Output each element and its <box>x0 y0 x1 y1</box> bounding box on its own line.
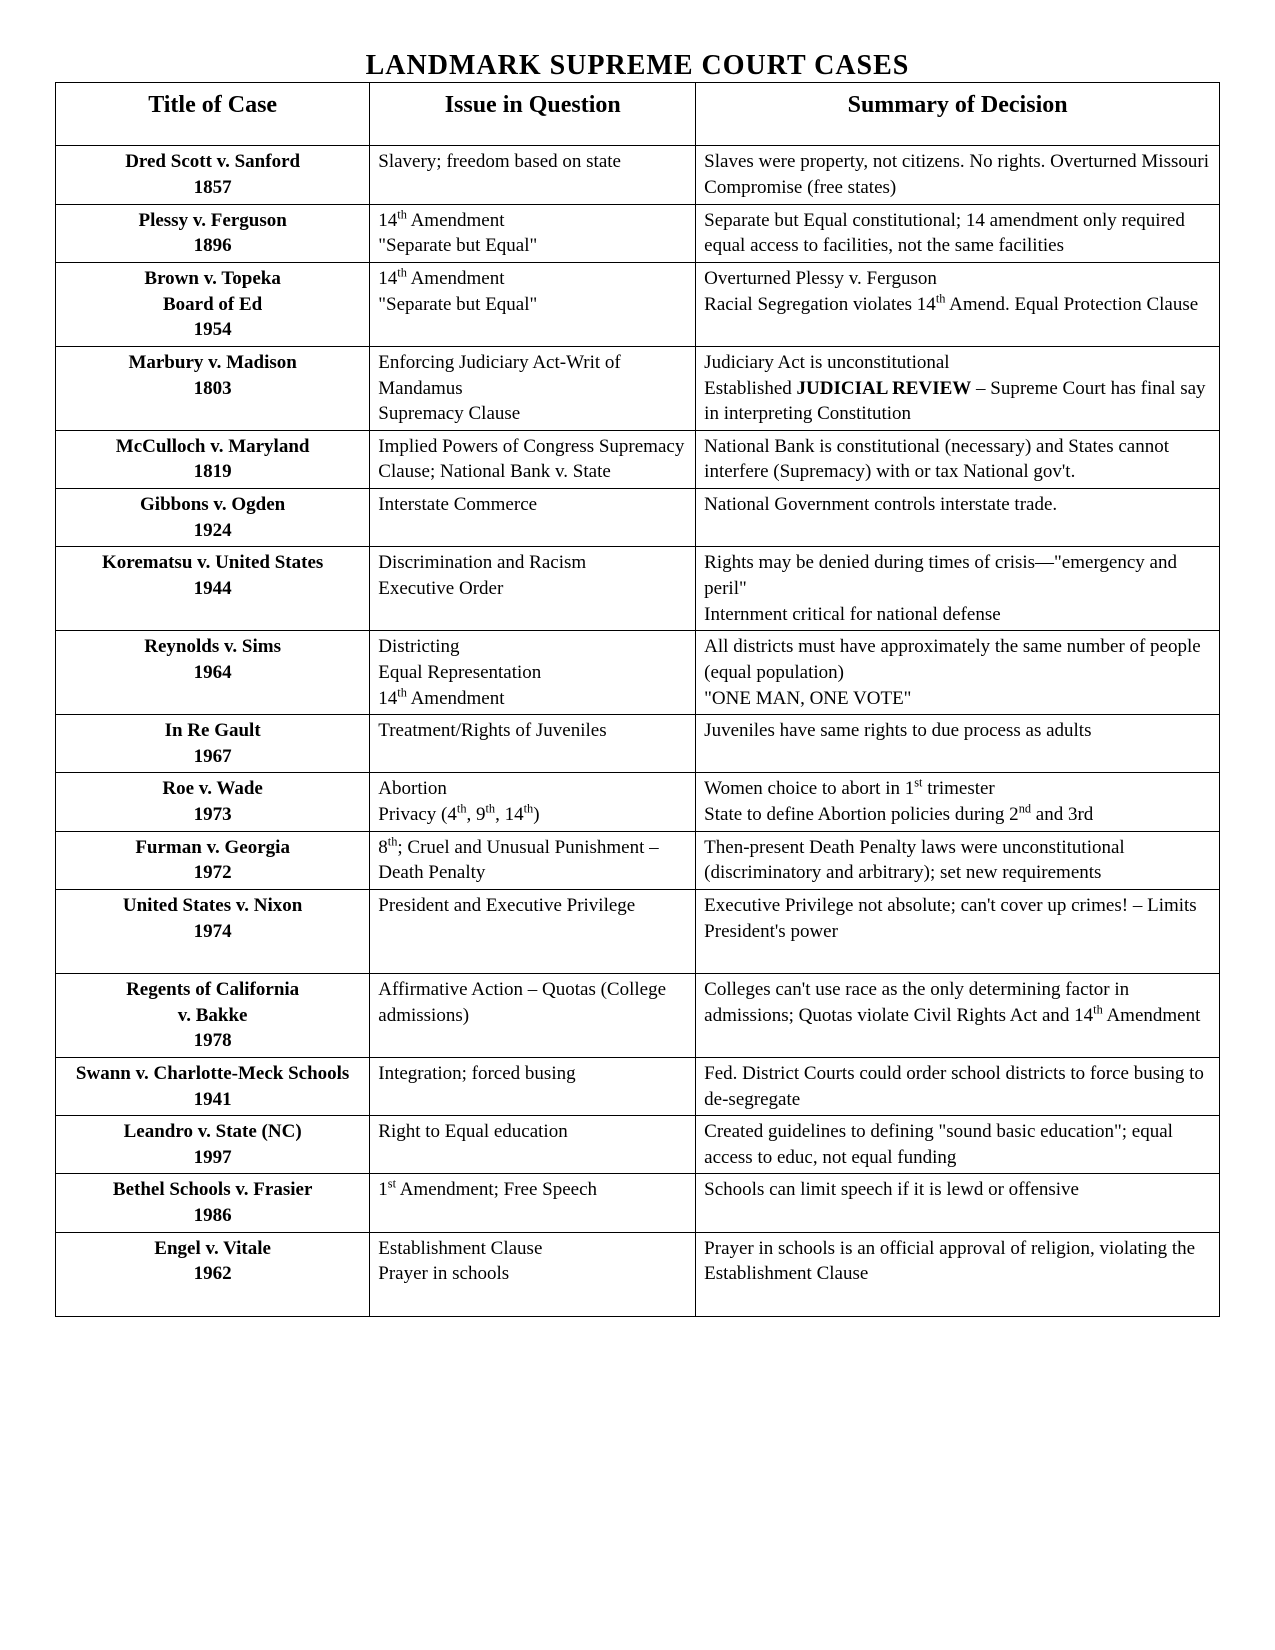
summary-cell: Separate but Equal constitutional; 14 am… <box>696 204 1220 262</box>
table-row: Reynolds v. Sims1964DistrictingEqual Rep… <box>56 631 1220 715</box>
case-title-cell: Bethel Schools v. Frasier1986 <box>56 1174 370 1232</box>
issue-cell: President and Executive Privilege <box>370 890 696 974</box>
summary-cell: Slaves were property, not citizens. No r… <box>696 146 1220 204</box>
summary-cell: Overturned Plessy v. FergusonRacial Segr… <box>696 262 1220 346</box>
issue-cell: Slavery; freedom based on state <box>370 146 696 204</box>
case-title-cell: Swann v. Charlotte-Meck Schools1941 <box>56 1057 370 1115</box>
table-header-row: Title of Case Issue in Question Summary … <box>56 83 1220 146</box>
table-row: United States v. Nixon1974President and … <box>56 890 1220 974</box>
table-row: Engel v. Vitale1962Establishment ClauseP… <box>56 1232 1220 1316</box>
table-row: Dred Scott v. Sanford1857Slavery; freedo… <box>56 146 1220 204</box>
issue-cell: Interstate Commerce <box>370 489 696 547</box>
summary-cell: Then-present Death Penalty laws were unc… <box>696 831 1220 889</box>
summary-cell: National Government controls interstate … <box>696 489 1220 547</box>
summary-cell: Women choice to abort in 1st trimesterSt… <box>696 773 1220 831</box>
table-row: Roe v. Wade1973AbortionPrivacy (4th, 9th… <box>56 773 1220 831</box>
case-title-cell: United States v. Nixon1974 <box>56 890 370 974</box>
summary-cell: Schools can limit speech if it is lewd o… <box>696 1174 1220 1232</box>
summary-cell: Juveniles have same rights to due proces… <box>696 715 1220 773</box>
table-row: Regents of Californiav. Bakke1978Affirma… <box>56 973 1220 1057</box>
issue-cell: Implied Powers of Congress Supremacy Cla… <box>370 430 696 488</box>
issue-cell: 14th Amendment"Separate but Equal" <box>370 204 696 262</box>
summary-cell: Executive Privilege not absolute; can't … <box>696 890 1220 974</box>
case-title-cell: Roe v. Wade1973 <box>56 773 370 831</box>
issue-cell: DistrictingEqual Representation14th Amen… <box>370 631 696 715</box>
issue-cell: Enforcing Judiciary Act-Writ of Mandamus… <box>370 346 696 430</box>
summary-cell: Fed. District Courts could order school … <box>696 1057 1220 1115</box>
table-row: Leandro v. State (NC)1997Right to Equal … <box>56 1116 1220 1174</box>
issue-cell: AbortionPrivacy (4th, 9th, 14th) <box>370 773 696 831</box>
table-row: Plessy v. Ferguson189614th Amendment"Sep… <box>56 204 1220 262</box>
issue-cell: Discrimination and RacismExecutive Order <box>370 547 696 631</box>
summary-cell: All districts must have approximately th… <box>696 631 1220 715</box>
issue-cell: Establishment ClausePrayer in schools <box>370 1232 696 1316</box>
case-title-cell: Leandro v. State (NC)1997 <box>56 1116 370 1174</box>
case-title-cell: Gibbons v. Ogden1924 <box>56 489 370 547</box>
cases-table: Title of Case Issue in Question Summary … <box>55 82 1220 1317</box>
case-title-cell: Korematsu v. United States1944 <box>56 547 370 631</box>
summary-cell: Created guidelines to defining "sound ba… <box>696 1116 1220 1174</box>
summary-cell: National Bank is constitutional (necessa… <box>696 430 1220 488</box>
case-title-cell: Reynolds v. Sims1964 <box>56 631 370 715</box>
table-row: Bethel Schools v. Frasier19861st Amendme… <box>56 1174 1220 1232</box>
summary-cell: Judiciary Act is unconstitutionalEstabli… <box>696 346 1220 430</box>
table-row: In Re Gault1967Treatment/Rights of Juven… <box>56 715 1220 773</box>
case-title-cell: McCulloch v. Maryland1819 <box>56 430 370 488</box>
page-title: LANDMARK SUPREME COURT CASES <box>55 50 1220 82</box>
issue-cell: 14th Amendment"Separate but Equal" <box>370 262 696 346</box>
col-header-issue: Issue in Question <box>370 83 696 146</box>
case-title-cell: Regents of Californiav. Bakke1978 <box>56 973 370 1057</box>
table-row: Marbury v. Madison1803Enforcing Judiciar… <box>56 346 1220 430</box>
summary-cell: Colleges can't use race as the only dete… <box>696 973 1220 1057</box>
table-row: Gibbons v. Ogden1924Interstate CommerceN… <box>56 489 1220 547</box>
table-row: Brown v. TopekaBoard of Ed195414th Amend… <box>56 262 1220 346</box>
issue-cell: Treatment/Rights of Juveniles <box>370 715 696 773</box>
summary-cell: Prayer in schools is an official approva… <box>696 1232 1220 1316</box>
summary-cell: Rights may be denied during times of cri… <box>696 547 1220 631</box>
issue-cell: Right to Equal education <box>370 1116 696 1174</box>
case-title-cell: Furman v. Georgia1972 <box>56 831 370 889</box>
case-title-cell: In Re Gault1967 <box>56 715 370 773</box>
issue-cell: Integration; forced busing <box>370 1057 696 1115</box>
case-title-cell: Engel v. Vitale1962 <box>56 1232 370 1316</box>
table-row: Swann v. Charlotte-Meck Schools1941Integ… <box>56 1057 1220 1115</box>
col-header-summary: Summary of Decision <box>696 83 1220 146</box>
case-title-cell: Marbury v. Madison1803 <box>56 346 370 430</box>
col-header-title: Title of Case <box>56 83 370 146</box>
issue-cell: 1st Amendment; Free Speech <box>370 1174 696 1232</box>
issue-cell: 8th; Cruel and Unusual Punishment – Deat… <box>370 831 696 889</box>
case-title-cell: Plessy v. Ferguson1896 <box>56 204 370 262</box>
issue-cell: Affirmative Action – Quotas (College adm… <box>370 973 696 1057</box>
case-title-cell: Dred Scott v. Sanford1857 <box>56 146 370 204</box>
table-row: Korematsu v. United States1944Discrimina… <box>56 547 1220 631</box>
table-row: Furman v. Georgia19728th; Cruel and Unus… <box>56 831 1220 889</box>
table-row: McCulloch v. Maryland1819Implied Powers … <box>56 430 1220 488</box>
case-title-cell: Brown v. TopekaBoard of Ed1954 <box>56 262 370 346</box>
